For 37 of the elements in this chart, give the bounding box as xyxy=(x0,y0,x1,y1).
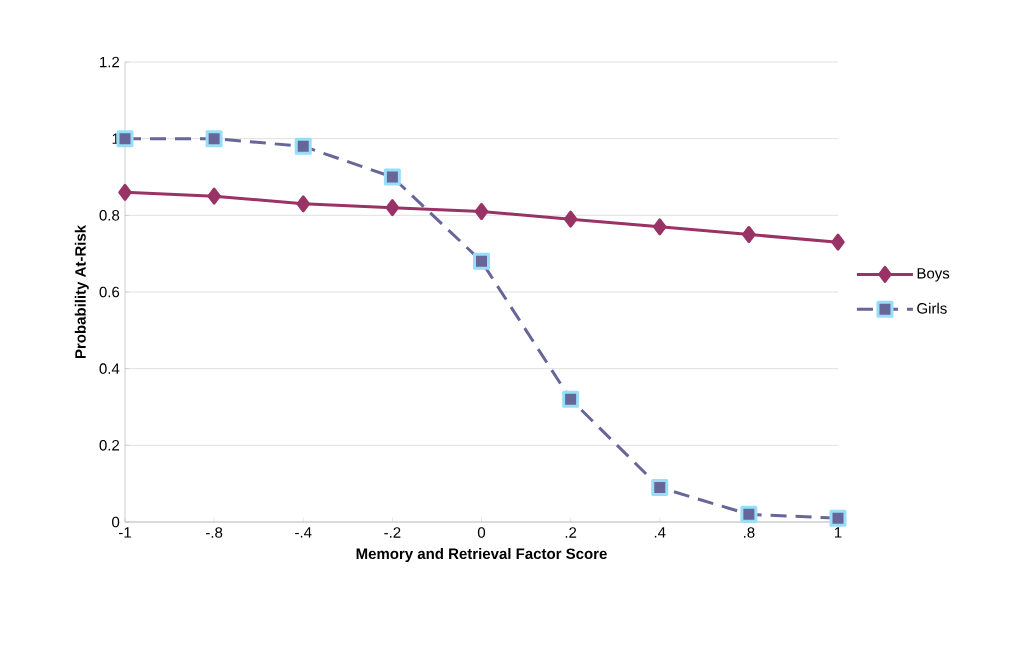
point xyxy=(653,218,667,236)
y-tick-label: 1.2 xyxy=(100,56,120,68)
y-tick-label: 0 xyxy=(112,516,120,528)
y-axis-title: Probability At-Risk xyxy=(74,224,89,359)
point xyxy=(383,168,401,186)
x-tick-label: -.2 xyxy=(384,527,401,538)
legend-label: Girls xyxy=(917,302,947,314)
x-tick-label: 1 xyxy=(834,527,842,538)
point xyxy=(296,195,310,213)
x-tick-label: -1 xyxy=(119,527,131,538)
point xyxy=(116,130,134,148)
point xyxy=(207,187,221,205)
x-axis-title: Memory and Retrieval Factor Score xyxy=(356,548,607,562)
y-tick-label: 0.4 xyxy=(99,363,120,374)
point xyxy=(205,130,223,148)
point xyxy=(385,199,400,217)
point xyxy=(831,233,845,251)
point xyxy=(740,505,758,523)
x-tick-label: 0 xyxy=(477,527,486,538)
x-tick-label: -.4 xyxy=(295,527,312,538)
point xyxy=(562,390,580,408)
legend-label: Boys xyxy=(917,268,950,282)
point xyxy=(118,183,132,201)
point xyxy=(473,252,490,270)
point xyxy=(474,203,489,220)
x-tick-label: .4 xyxy=(654,527,666,538)
y-tick-label: 0.6 xyxy=(99,286,120,298)
point xyxy=(294,137,312,155)
x-tick-label: -.8 xyxy=(206,527,223,538)
point xyxy=(829,509,847,527)
point xyxy=(742,226,756,243)
y-tick-label: 0.2 xyxy=(99,440,120,451)
point xyxy=(563,210,578,228)
x-tick-label: .2 xyxy=(565,527,577,538)
point xyxy=(651,479,669,496)
x-tick-label: .8 xyxy=(743,527,755,538)
y-tick-label: 0.8 xyxy=(99,210,120,221)
